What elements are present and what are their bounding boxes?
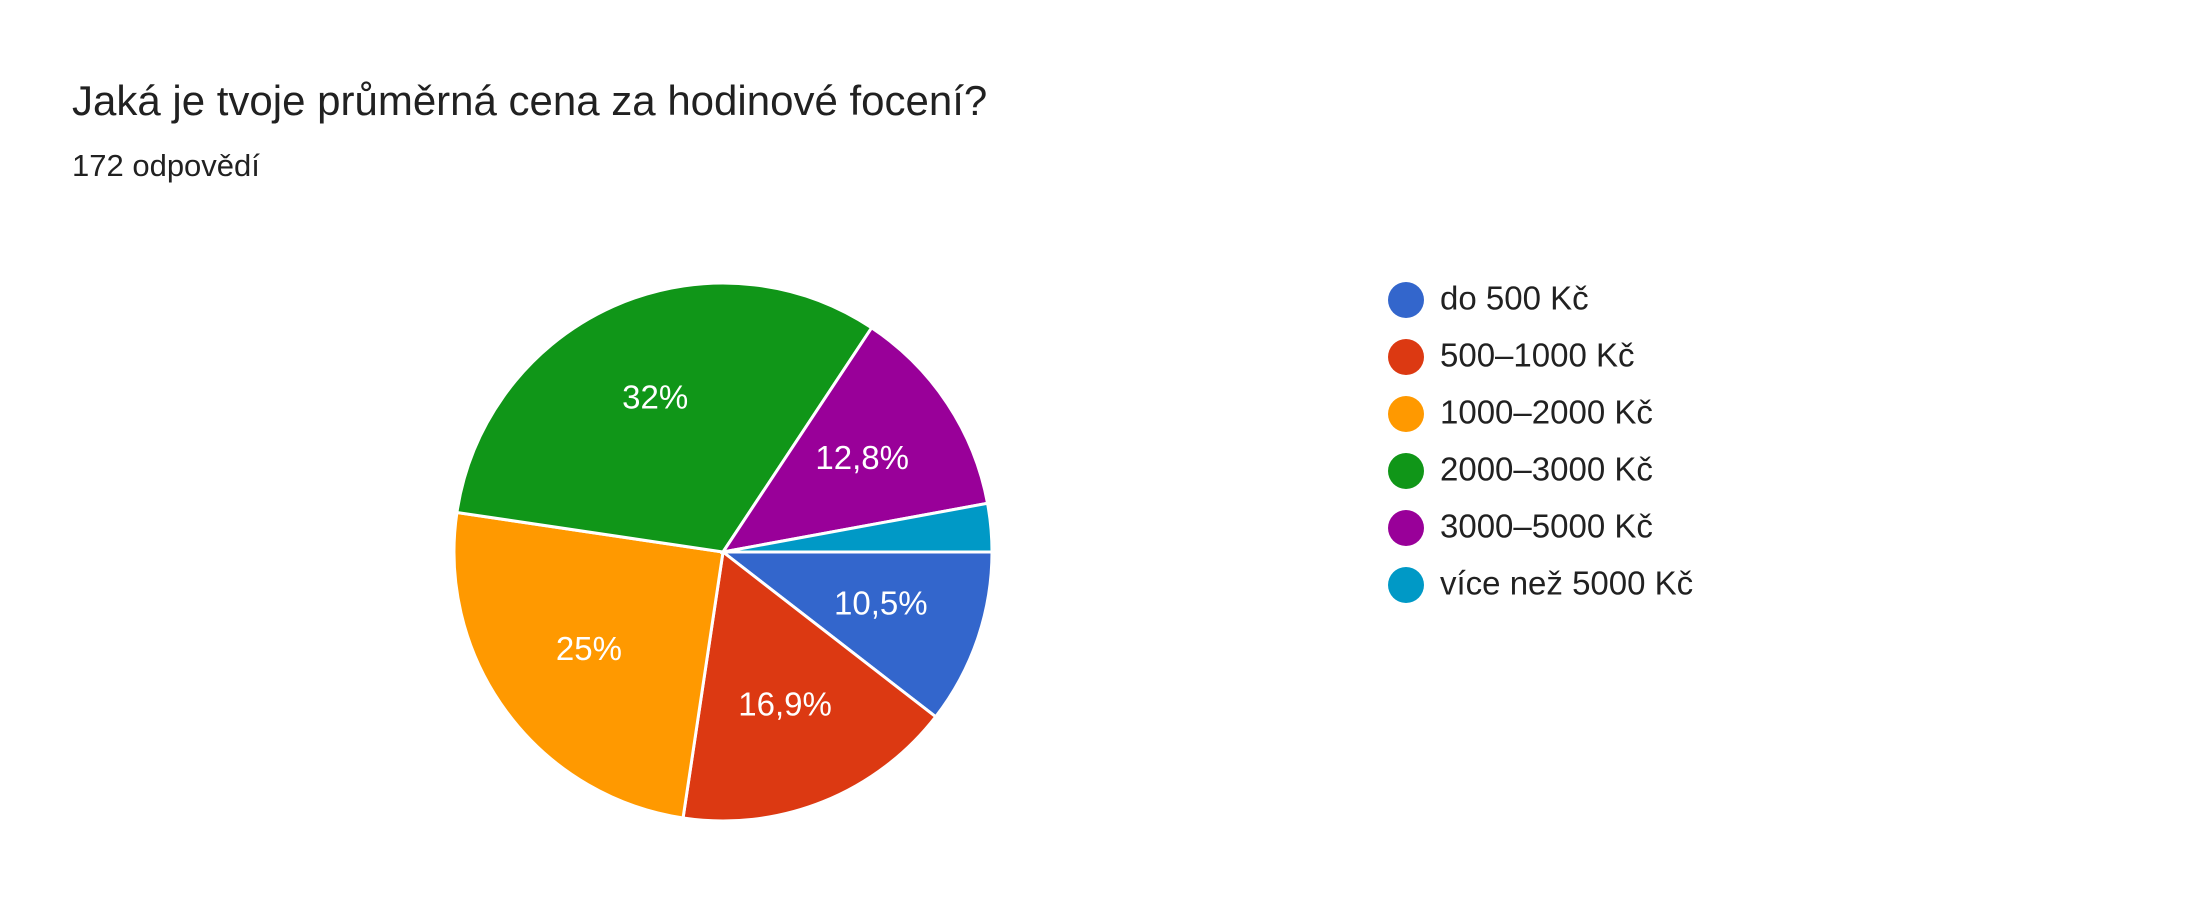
pie-slice (718, 550, 994, 719)
pie-slice (722, 501, 994, 554)
data-label: 10,5% (834, 585, 928, 622)
legend-marker (1388, 396, 1424, 432)
data-label: 12,8% (815, 439, 909, 476)
data-label: 32% (622, 378, 688, 415)
legend-label: do 500 Kč (1440, 280, 1589, 317)
data-label: 16,9% (738, 686, 832, 723)
pie-slice (681, 549, 938, 823)
data-label: 25% (556, 630, 622, 667)
legend-marker (1388, 339, 1424, 375)
legend-label: více než 5000 Kč (1440, 565, 1693, 602)
legend-label: 500–1000 Kč (1440, 337, 1635, 374)
legend-marker (1388, 453, 1424, 489)
pie-slice (452, 510, 725, 820)
chart-title: Jaká je tvoje průměrná cena za hodinové … (72, 77, 987, 124)
legend-label: 3000–5000 Kč (1440, 508, 1653, 545)
pie-slice (719, 325, 990, 555)
legend-marker (1388, 510, 1424, 546)
legend-label: 2000–3000 Kč (1440, 451, 1653, 488)
chart-subtitle: 172 odpovědí (72, 148, 260, 183)
pie-slice (455, 281, 874, 554)
legend-label: 1000–2000 Kč (1440, 394, 1653, 431)
legend-marker (1388, 282, 1424, 318)
legend-marker (1388, 567, 1424, 603)
